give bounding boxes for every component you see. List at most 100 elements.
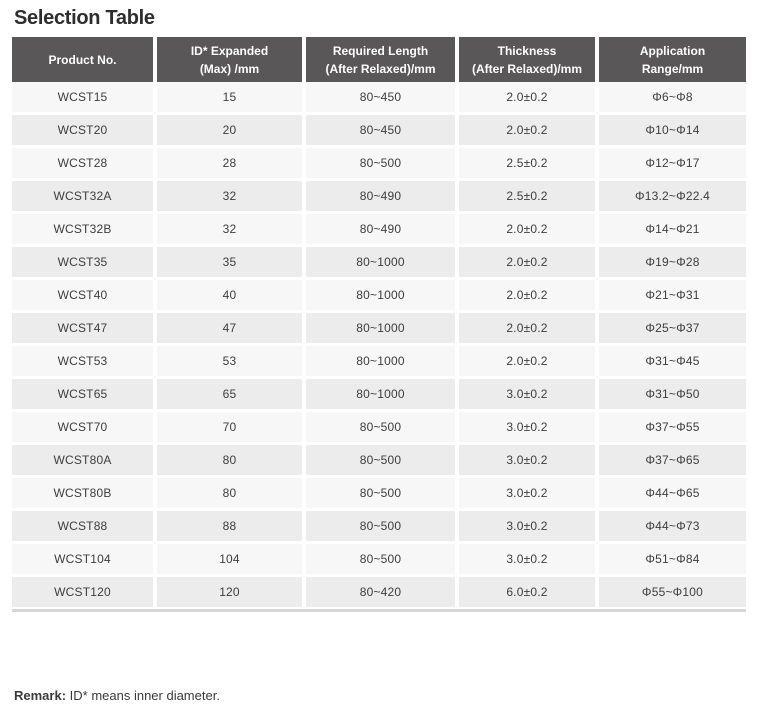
table-row: WCST65 65 80~1000 3.0±0.2 Φ31~Φ50 bbox=[12, 379, 746, 409]
cell-required-length: 80~500 bbox=[306, 478, 455, 508]
cell-id-expanded: 40 bbox=[157, 280, 302, 310]
cell-thickness: 2.0±0.2 bbox=[459, 214, 595, 244]
cell-product-no: WCST120 bbox=[12, 577, 153, 607]
cell-thickness: 6.0±0.2 bbox=[459, 577, 595, 607]
cell-application-range: Φ21~Φ31 bbox=[599, 280, 746, 310]
table-bottom-border bbox=[12, 609, 746, 612]
cell-id-expanded: 15 bbox=[157, 82, 302, 112]
cell-required-length: 80~490 bbox=[306, 181, 455, 211]
cell-thickness: 2.0±0.2 bbox=[459, 346, 595, 376]
cell-thickness: 2.5±0.2 bbox=[459, 181, 595, 211]
cell-product-no: WCST47 bbox=[12, 313, 153, 343]
cell-id-expanded: 53 bbox=[157, 346, 302, 376]
cell-thickness: 3.0±0.2 bbox=[459, 544, 595, 574]
cell-application-range: Φ19~Φ28 bbox=[599, 247, 746, 277]
cell-application-range: Φ12~Φ17 bbox=[599, 148, 746, 178]
cell-id-expanded: 104 bbox=[157, 544, 302, 574]
cell-id-expanded: 35 bbox=[157, 247, 302, 277]
cell-thickness: 2.5±0.2 bbox=[459, 148, 595, 178]
cell-required-length: 80~450 bbox=[306, 115, 455, 145]
cell-thickness: 2.0±0.2 bbox=[459, 280, 595, 310]
table-body: WCST15 15 80~450 2.0±0.2 Φ6~Φ8 WCST20 20 80~450… bbox=[12, 82, 746, 607]
cell-thickness: 2.0±0.2 bbox=[459, 247, 595, 277]
cell-product-no: WCST32B bbox=[12, 214, 153, 244]
cell-thickness: 3.0±0.2 bbox=[459, 478, 595, 508]
page-title: Selection Table bbox=[14, 7, 155, 29]
table-row: WCST35 35 80~1000 2.0±0.2 Φ19~Φ28 bbox=[12, 247, 746, 277]
cell-required-length: 80~500 bbox=[306, 445, 455, 475]
header-cell-id-expanded: ID* Expanded (Max) /mm bbox=[157, 37, 302, 82]
cell-application-range: Φ44~Φ65 bbox=[599, 478, 746, 508]
table-row: WCST47 47 80~1000 2.0±0.2 Φ25~Φ37 bbox=[12, 313, 746, 343]
cell-id-expanded: 20 bbox=[157, 115, 302, 145]
cell-id-expanded: 120 bbox=[157, 577, 302, 607]
table-row: WCST20 20 80~450 2.0±0.2 Φ10~Φ14 bbox=[12, 115, 746, 145]
cell-thickness: 3.0±0.2 bbox=[459, 445, 595, 475]
cell-application-range: Φ51~Φ84 bbox=[599, 544, 746, 574]
cell-product-no: WCST40 bbox=[12, 280, 153, 310]
cell-application-range: Φ10~Φ14 bbox=[599, 115, 746, 145]
cell-thickness: 3.0±0.2 bbox=[459, 379, 595, 409]
cell-application-range: Φ55~Φ100 bbox=[599, 577, 746, 607]
cell-thickness: 3.0±0.2 bbox=[459, 412, 595, 442]
cell-application-range: Φ6~Φ8 bbox=[599, 82, 746, 112]
cell-thickness: 3.0±0.2 bbox=[459, 511, 595, 541]
cell-product-no: WCST104 bbox=[12, 544, 153, 574]
table-row: WCST88 88 80~500 3.0±0.2 Φ44~Φ73 bbox=[12, 511, 746, 541]
cell-product-no: WCST65 bbox=[12, 379, 153, 409]
cell-product-no: WCST80A bbox=[12, 445, 153, 475]
cell-application-range: Φ37~Φ65 bbox=[599, 445, 746, 475]
header-cell-thickness: Thickness (After Relaxed)/mm bbox=[459, 37, 595, 82]
cell-product-no: WCST28 bbox=[12, 148, 153, 178]
remark-text: ID* means inner diameter. bbox=[66, 688, 220, 703]
cell-application-range: Φ37~Φ55 bbox=[599, 412, 746, 442]
cell-id-expanded: 32 bbox=[157, 214, 302, 244]
table-row: WCST53 53 80~1000 2.0±0.2 Φ31~Φ45 bbox=[12, 346, 746, 376]
selection-table: Product No. ID* Expanded (Max) /mm Requi… bbox=[12, 37, 746, 612]
cell-application-range: Φ25~Φ37 bbox=[599, 313, 746, 343]
cell-id-expanded: 80 bbox=[157, 478, 302, 508]
cell-id-expanded: 65 bbox=[157, 379, 302, 409]
cell-required-length: 80~500 bbox=[306, 511, 455, 541]
cell-product-no: WCST53 bbox=[12, 346, 153, 376]
cell-required-length: 80~500 bbox=[306, 412, 455, 442]
cell-required-length: 80~1000 bbox=[306, 346, 455, 376]
header-cell-product-no: Product No. bbox=[12, 37, 153, 82]
cell-id-expanded: 28 bbox=[157, 148, 302, 178]
table-row: WCST120 120 80~420 6.0±0.2 Φ55~Φ100 bbox=[12, 577, 746, 607]
table-row: WCST32A 32 80~490 2.5±0.2 Φ13.2~Φ22.4 bbox=[12, 181, 746, 211]
table-row: WCST80B 80 80~500 3.0±0.2 Φ44~Φ65 bbox=[12, 478, 746, 508]
cell-application-range: Φ31~Φ50 bbox=[599, 379, 746, 409]
cell-thickness: 2.0±0.2 bbox=[459, 115, 595, 145]
remark: Remark: ID* means inner diameter. bbox=[14, 688, 758, 703]
cell-product-no: WCST80B bbox=[12, 478, 153, 508]
cell-required-length: 80~1000 bbox=[306, 379, 455, 409]
cell-id-expanded: 70 bbox=[157, 412, 302, 442]
cell-id-expanded: 32 bbox=[157, 181, 302, 211]
header-cell-application-range: Application Range/mm bbox=[599, 37, 746, 82]
cell-product-no: WCST35 bbox=[12, 247, 153, 277]
cell-product-no: WCST32A bbox=[12, 181, 153, 211]
cell-thickness: 2.0±0.2 bbox=[459, 82, 595, 112]
cell-product-no: WCST20 bbox=[12, 115, 153, 145]
table-row: WCST32B 32 80~490 2.0±0.2 Φ14~Φ21 bbox=[12, 214, 746, 244]
cell-application-range: Φ44~Φ73 bbox=[599, 511, 746, 541]
table-header-row: Product No. ID* Expanded (Max) /mm Requi… bbox=[12, 37, 746, 82]
cell-required-length: 80~420 bbox=[306, 577, 455, 607]
cell-required-length: 80~1000 bbox=[306, 313, 455, 343]
cell-product-no: WCST15 bbox=[12, 82, 153, 112]
cell-thickness: 2.0±0.2 bbox=[459, 313, 595, 343]
table-row: WCST104 104 80~500 3.0±0.2 Φ51~Φ84 bbox=[12, 544, 746, 574]
cell-id-expanded: 80 bbox=[157, 445, 302, 475]
table-row: WCST28 28 80~500 2.5±0.2 Φ12~Φ17 bbox=[12, 148, 746, 178]
cell-required-length: 80~490 bbox=[306, 214, 455, 244]
cell-application-range: Φ31~Φ45 bbox=[599, 346, 746, 376]
table-row: WCST70 70 80~500 3.0±0.2 Φ37~Φ55 bbox=[12, 412, 746, 442]
cell-product-no: WCST70 bbox=[12, 412, 153, 442]
header-cell-required-length: Required Length (After Relaxed)/mm bbox=[306, 37, 455, 82]
cell-required-length: 80~500 bbox=[306, 148, 455, 178]
table-row: WCST15 15 80~450 2.0±0.2 Φ6~Φ8 bbox=[12, 82, 746, 112]
cell-required-length: 80~1000 bbox=[306, 247, 455, 277]
table-row: WCST80A 80 80~500 3.0±0.2 Φ37~Φ65 bbox=[12, 445, 746, 475]
cell-required-length: 80~1000 bbox=[306, 280, 455, 310]
